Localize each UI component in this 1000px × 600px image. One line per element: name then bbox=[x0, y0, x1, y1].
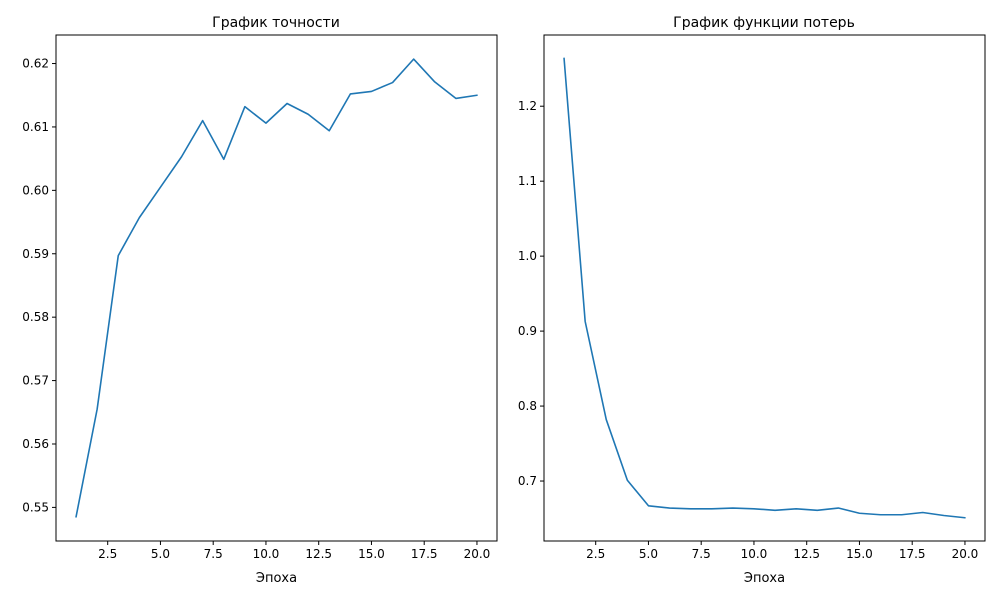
loss-data-point bbox=[647, 505, 649, 507]
accuracy-data-point bbox=[117, 254, 119, 256]
loss-data-point bbox=[668, 507, 670, 509]
loss-x-tick-label: 17.5 bbox=[899, 547, 926, 561]
loss-x-tick-label: 20.0 bbox=[952, 547, 979, 561]
accuracy-x-tick-label: 20.0 bbox=[464, 547, 491, 561]
accuracy-y-tick-label: 0.62 bbox=[22, 57, 49, 71]
accuracy-data-point bbox=[307, 113, 309, 115]
accuracy-y-tick-label: 0.58 bbox=[22, 310, 49, 324]
loss-data-point bbox=[922, 511, 924, 513]
loss-data-point bbox=[753, 508, 755, 510]
loss-data-point bbox=[774, 509, 776, 511]
accuracy-data-point bbox=[138, 216, 140, 218]
loss-data-point bbox=[943, 514, 945, 516]
accuracy-chart-title: График точности bbox=[212, 15, 340, 31]
accuracy-data-point bbox=[265, 122, 267, 124]
accuracy-data-point bbox=[75, 516, 77, 518]
accuracy-data-point bbox=[412, 58, 414, 60]
loss-data-point bbox=[732, 507, 734, 509]
loss-data-point bbox=[795, 508, 797, 510]
accuracy-y-tick-label: 0.60 bbox=[22, 183, 49, 197]
accuracy-data-point bbox=[244, 105, 246, 107]
accuracy-data-point bbox=[370, 90, 372, 92]
loss-y-tick-label: 1.1 bbox=[518, 174, 537, 188]
accuracy-data-point bbox=[455, 97, 457, 99]
loss-data-point bbox=[605, 418, 607, 420]
loss-data-point bbox=[584, 320, 586, 322]
accuracy-data-point bbox=[286, 102, 288, 104]
accuracy-x-tick-label: 17.5 bbox=[411, 547, 438, 561]
accuracy-x-tick-label: 5.0 bbox=[151, 547, 170, 561]
accuracy-data-point bbox=[434, 81, 436, 83]
accuracy-plot-area: 2.5 5.0 7.5 10.0 12.5 15.0 17.5 20.0 0.55 0.56 0.5… bbox=[22, 57, 490, 561]
loss-data-point bbox=[964, 517, 966, 519]
loss-data-point bbox=[711, 508, 713, 510]
loss-x-tick-label: 5.0 bbox=[639, 547, 658, 561]
accuracy-series-line bbox=[75, 58, 478, 518]
loss-y-tick-label: 1.0 bbox=[518, 249, 537, 263]
accuracy-data-point bbox=[223, 158, 225, 160]
loss-axes-frame bbox=[543, 34, 986, 542]
loss-data-point bbox=[837, 507, 839, 509]
accuracy-data-point bbox=[180, 156, 182, 158]
loss-data-point bbox=[900, 514, 902, 516]
accuracy-x-axis-label: Эпоха bbox=[256, 571, 297, 586]
loss-y-tick-label: 1.2 bbox=[518, 99, 537, 113]
loss-data-point bbox=[563, 57, 565, 59]
loss-x-tick-label: 15.0 bbox=[846, 547, 873, 561]
loss-x-tick-label: 7.5 bbox=[692, 547, 711, 561]
accuracy-y-tick-label: 0.57 bbox=[22, 374, 49, 388]
loss-data-point bbox=[858, 512, 860, 514]
loss-data-point bbox=[816, 509, 818, 511]
loss-plot-area: 2.5 5.0 7.5 10.0 12.5 15.0 17.5 20.0 0.7 0.8 0.9 1.… bbox=[518, 57, 978, 561]
accuracy-axes-frame bbox=[55, 34, 498, 542]
loss-data-point bbox=[626, 479, 628, 481]
accuracy-x-tick-label: 15.0 bbox=[358, 547, 385, 561]
accuracy-chart: График точности 2.5 5.0 7.5 10.0 12.5 15.0 17.… bbox=[22, 15, 498, 586]
accuracy-x-tick-label: 12.5 bbox=[305, 547, 332, 561]
loss-y-tick-label: 0.9 bbox=[518, 324, 537, 338]
accuracy-y-tick-label: 0.59 bbox=[22, 247, 49, 261]
loss-x-tick-label: 10.0 bbox=[741, 547, 768, 561]
loss-series-line bbox=[563, 57, 966, 519]
loss-data-point bbox=[879, 514, 881, 516]
accuracy-x-tick-label: 2.5 bbox=[98, 547, 117, 561]
loss-x-tick-label: 12.5 bbox=[793, 547, 820, 561]
accuracy-x-tick-label: 10.0 bbox=[253, 547, 280, 561]
loss-x-tick-label: 2.5 bbox=[586, 547, 605, 561]
accuracy-data-point bbox=[159, 186, 161, 188]
accuracy-y-tick-label: 0.56 bbox=[22, 437, 49, 451]
accuracy-y-tick-label: 0.55 bbox=[22, 500, 49, 514]
accuracy-data-point bbox=[328, 130, 330, 132]
loss-y-tick-label: 0.7 bbox=[518, 474, 537, 488]
accuracy-x-tick-label: 7.5 bbox=[204, 547, 223, 561]
loss-data-point bbox=[689, 508, 691, 510]
accuracy-data-point bbox=[201, 119, 203, 121]
loss-x-axis-label: Эпоха bbox=[744, 571, 785, 586]
accuracy-y-tick-label: 0.61 bbox=[22, 120, 49, 134]
loss-chart-title: График функции потерь bbox=[673, 15, 855, 31]
accuracy-data-point bbox=[391, 81, 393, 83]
accuracy-data-point bbox=[96, 408, 98, 410]
loss-chart: График функции потерь 2.5 5.0 7.5 10.0 12.5 1… bbox=[518, 15, 986, 586]
loss-y-tick-label: 0.8 bbox=[518, 399, 537, 413]
accuracy-data-point bbox=[349, 93, 351, 95]
accuracy-data-point bbox=[476, 94, 478, 96]
